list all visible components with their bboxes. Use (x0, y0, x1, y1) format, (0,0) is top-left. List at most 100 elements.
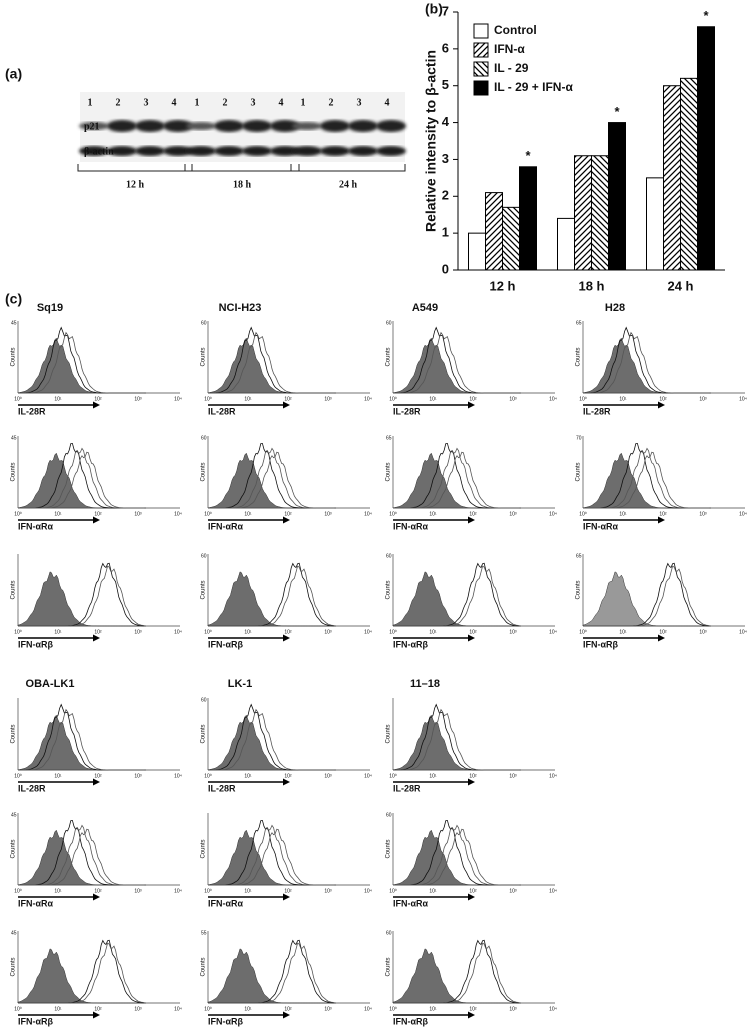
lane-label: 2 (329, 97, 334, 108)
isotype-histogram (17, 452, 146, 509)
hist-x-tick: 10⁴ (549, 773, 557, 779)
bar (557, 217, 575, 271)
y-axis-label: Relative intensity to β-actin (423, 50, 439, 232)
hist-x-tick: 10² (469, 888, 477, 894)
hist-x-tick: 10³ (324, 1006, 332, 1012)
hist-y-label: Counts (576, 462, 582, 481)
bar (680, 77, 698, 271)
hist-y-label: Counts (11, 839, 17, 858)
marker-arrowhead (93, 401, 100, 409)
marker-label: IFN-αRα (583, 521, 619, 531)
bar (646, 177, 664, 271)
hist-y-max: 65 (576, 553, 582, 559)
hist-x-tick: 10¹ (429, 1006, 437, 1012)
isotype-histogram (392, 337, 521, 394)
stain-histogram (393, 565, 520, 627)
hist-x-tick: 10⁴ (549, 629, 557, 635)
marker-label: IL-28R (18, 783, 46, 793)
x-tick-label: 12 h (489, 278, 515, 293)
hist-y-label: Counts (11, 957, 17, 976)
lane-label: 4 (172, 97, 177, 108)
group-label: 24 h (339, 179, 358, 190)
marker-label: IFN-αRβ (208, 1016, 244, 1026)
marker-arrowhead (658, 401, 665, 409)
hist-x-tick: 10¹ (244, 629, 252, 635)
bracket (77, 164, 193, 172)
marker-label: IFN-αRβ (18, 639, 54, 649)
hist-x-tick: 10² (659, 511, 667, 517)
legend-label: IL - 29 (494, 61, 529, 75)
hist-y-max: 45 (11, 435, 17, 441)
hist-x-tick: 10⁰ (204, 396, 212, 402)
hist-y-label: Counts (576, 580, 582, 599)
hist-y-label: Counts (201, 839, 207, 858)
hist-x-tick: 10⁰ (389, 1006, 397, 1012)
marker-label: IFN-αRα (18, 898, 54, 908)
hist-x-tick: 10⁰ (204, 511, 212, 517)
marker-arrowhead (658, 516, 665, 524)
marker-arrowhead (468, 401, 475, 409)
marker-arrowhead (93, 634, 100, 642)
legend-swatch (473, 61, 489, 77)
hist-x-tick: 10³ (324, 511, 332, 517)
marker-arrowhead (93, 1011, 100, 1019)
marker-label: IL-28R (208, 783, 236, 793)
hist-x-tick: 10⁰ (389, 511, 397, 517)
hist-x-tick: 10² (284, 629, 292, 635)
hist-x-tick: 10¹ (619, 629, 627, 635)
bar (591, 155, 609, 271)
hist-x-tick: 10⁴ (364, 773, 372, 779)
hist-x-tick: 10⁴ (364, 629, 372, 635)
hist-x-tick: 10⁰ (14, 396, 22, 402)
legend-swatch (473, 23, 489, 39)
isotype-histogram (392, 714, 521, 771)
y-tick-label: 3 (442, 151, 449, 166)
hist-x-tick: 10⁴ (174, 888, 182, 894)
hist-y-max: 45 (11, 930, 17, 936)
hist-x-tick: 10³ (134, 888, 142, 894)
stain-histogram (208, 942, 335, 1004)
marker-label: IFN-αRα (208, 521, 244, 531)
marker-label: IFN-αRα (393, 521, 429, 531)
isotype-histogram (207, 948, 336, 1004)
hist-x-tick: 10² (94, 511, 102, 517)
hist-x-tick: 10⁴ (739, 629, 747, 635)
actin-band (270, 146, 300, 156)
lane-label: 4 (385, 97, 390, 108)
bar (519, 166, 537, 271)
hist-x-tick: 10⁰ (14, 629, 22, 635)
hist-x-tick: 10⁴ (174, 511, 182, 517)
y-tick-label: 2 (442, 188, 449, 203)
hist-x-tick: 10³ (509, 888, 517, 894)
hist-x-tick: 10² (94, 888, 102, 894)
marker-label: IL-28R (18, 406, 46, 416)
hist-x-tick: 10² (659, 396, 667, 402)
bracket (184, 164, 300, 172)
hist-x-tick: 10⁰ (204, 888, 212, 894)
stain-histogram (18, 828, 145, 886)
hist-x-tick: 10⁰ (389, 888, 397, 894)
marker-arrowhead (283, 1011, 290, 1019)
hist-x-tick: 10³ (509, 511, 517, 517)
hist-x-tick: 10³ (509, 629, 517, 635)
cell-line-title: A549 (412, 302, 438, 314)
actin-band (348, 146, 378, 156)
hist-x-tick: 10⁴ (174, 1006, 182, 1012)
hist-x-tick: 10¹ (244, 511, 252, 517)
actin-band (292, 146, 322, 156)
hist-y-label: Counts (201, 462, 207, 481)
legend-label: IL - 29 + IFN-α (494, 80, 573, 94)
hist-x-tick: 10⁰ (579, 511, 587, 517)
marker-arrowhead (283, 778, 290, 786)
isotype-histogram (392, 829, 521, 886)
isotype-histogram (582, 571, 711, 627)
marker-arrowhead (93, 516, 100, 524)
marker-arrowhead (283, 634, 290, 642)
legend-label: IFN-α (494, 42, 525, 56)
marker-arrowhead (93, 893, 100, 901)
y-tick-label: 1 (442, 225, 449, 240)
hist-x-tick: 10² (94, 629, 102, 635)
hist-x-tick: 10² (284, 888, 292, 894)
marker-arrowhead (468, 778, 475, 786)
hist-x-tick: 10² (94, 396, 102, 402)
